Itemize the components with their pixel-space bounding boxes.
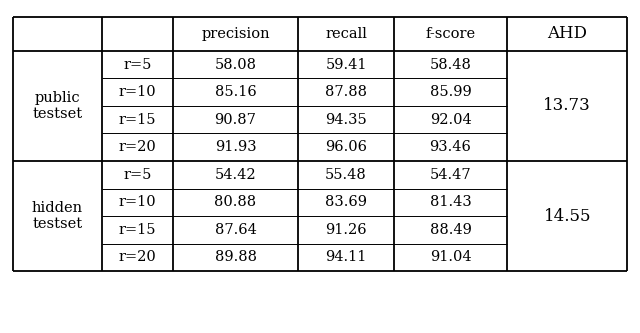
Text: 91.26: 91.26: [325, 223, 367, 237]
Text: r=10: r=10: [118, 85, 156, 99]
Text: 85.99: 85.99: [429, 85, 472, 99]
Text: r=5: r=5: [123, 168, 152, 182]
Text: hidden
testset: hidden testset: [32, 201, 83, 231]
Text: 89.88: 89.88: [214, 250, 257, 264]
Text: 54.42: 54.42: [214, 168, 257, 182]
Text: 87.88: 87.88: [325, 85, 367, 99]
Text: 94.35: 94.35: [325, 113, 367, 127]
Text: r=20: r=20: [118, 250, 156, 264]
Text: r=20: r=20: [118, 140, 156, 154]
Text: 91.93: 91.93: [214, 140, 257, 154]
Text: 54.47: 54.47: [429, 168, 472, 182]
Text: r=15: r=15: [118, 223, 156, 237]
Text: 58.08: 58.08: [214, 58, 257, 72]
Text: r=10: r=10: [118, 195, 156, 209]
Text: precision: precision: [201, 27, 270, 41]
Text: 96.06: 96.06: [325, 140, 367, 154]
Text: recall: recall: [325, 27, 367, 41]
Text: 91.04: 91.04: [429, 250, 472, 264]
Text: r=5: r=5: [123, 58, 152, 72]
Text: 88.49: 88.49: [429, 223, 472, 237]
Text: 14.55: 14.55: [543, 207, 591, 224]
Text: 87.64: 87.64: [214, 223, 257, 237]
Text: public
testset: public testset: [32, 91, 83, 121]
Text: 85.16: 85.16: [214, 85, 257, 99]
Text: 55.48: 55.48: [325, 168, 367, 182]
Text: 13.73: 13.73: [543, 97, 591, 114]
Text: 94.11: 94.11: [325, 250, 367, 264]
Text: 83.69: 83.69: [325, 195, 367, 209]
Text: r=15: r=15: [118, 113, 156, 127]
Text: 93.46: 93.46: [429, 140, 472, 154]
Text: 59.41: 59.41: [325, 58, 367, 72]
Text: 58.48: 58.48: [429, 58, 472, 72]
Text: 80.88: 80.88: [214, 195, 257, 209]
Text: f-score: f-score: [426, 27, 476, 41]
Text: 81.43: 81.43: [429, 195, 472, 209]
Text: 92.04: 92.04: [429, 113, 472, 127]
Text: 90.87: 90.87: [214, 113, 257, 127]
Text: AHD: AHD: [547, 25, 588, 42]
